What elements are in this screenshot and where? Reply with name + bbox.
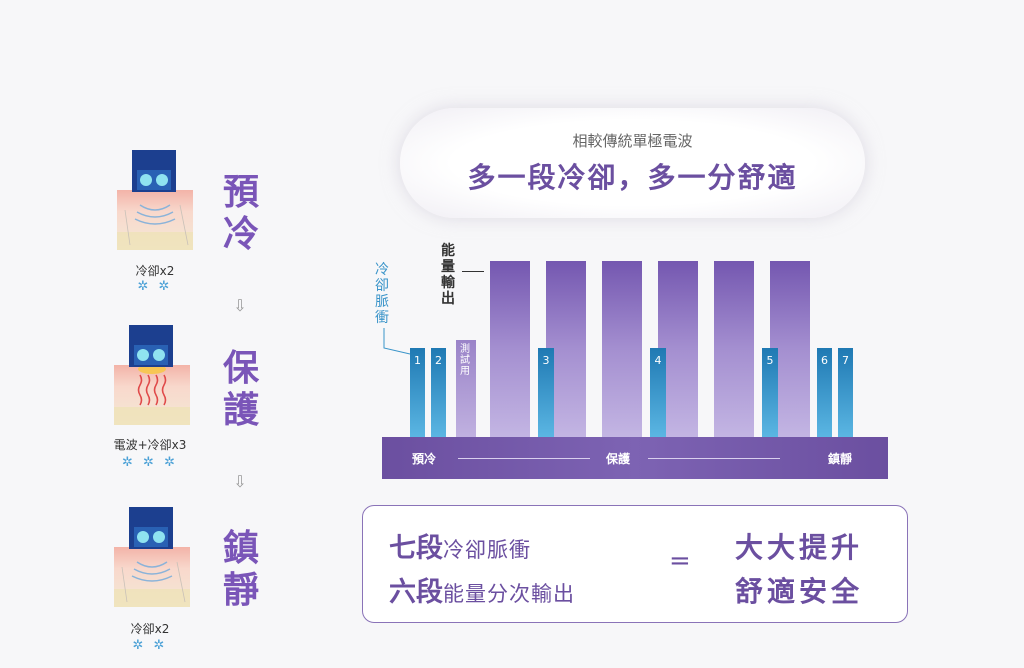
cooling-bar-1 — [410, 348, 425, 437]
step-title-soothe: 鎮靜 — [222, 528, 259, 611]
protect-handpiece-icon — [114, 325, 190, 425]
energy-output-label: 能量輸出 — [441, 243, 455, 307]
summary-result-1: 大大提升 — [735, 531, 864, 564]
step-caption-precool: 冷卻x2 — [135, 264, 175, 278]
down-arrow-icon: ⇩ — [233, 296, 247, 315]
bar-area: 1 2 3 4 5 6 7 — [410, 261, 853, 437]
cooling-number-3: 3 — [543, 354, 550, 367]
precool-handpiece-icon — [117, 150, 193, 250]
phase-divider — [648, 458, 780, 459]
down-arrow-icon: ⇩ — [233, 472, 247, 491]
phase-label-protect: 保護 — [606, 452, 631, 466]
cooling-number-6: 6 — [821, 354, 828, 367]
cooling-pulse-leader — [383, 328, 411, 355]
energy-bar-3 — [602, 261, 642, 437]
cooling-bar-6 — [817, 348, 832, 437]
energy-bar-1 — [490, 261, 530, 437]
summary-energy-count: 六段 — [389, 577, 443, 608]
summary-energy-text: 能量分次輸出 — [443, 582, 575, 606]
cooling-bar-4 — [650, 348, 666, 437]
summary-box: 七段冷卻脈衝 六段能量分次輸出 = 大大提升 舒適安全 — [362, 505, 908, 623]
step-caption-protect: 電波+冷卻x3 — [113, 438, 187, 452]
summary-row-energy: 六段能量分次輸出 — [389, 570, 575, 609]
phase-label-soothe: 鎮靜 — [828, 452, 853, 466]
phase-bar: 預冷 保護 鎮靜 — [382, 437, 888, 479]
phase-label-precool: 預冷 — [412, 452, 437, 466]
cooling-number-2: 2 — [435, 354, 442, 367]
snowflake-icon: ✲ ✲ ✲ — [122, 455, 178, 470]
cooling-number-4: 4 — [655, 354, 662, 367]
step-caption-soothe: 冷卻x2 — [130, 622, 170, 636]
step-title-precool: 預冷 — [222, 172, 259, 255]
cooling-bar-5 — [762, 348, 778, 437]
energy-bar-5 — [714, 261, 754, 437]
step-title-protect: 保護 — [222, 348, 259, 431]
cooling-number-7: 7 — [842, 354, 849, 367]
header-subtitle: 相較傳統單極電波 — [572, 132, 693, 150]
cooling-number-1: 1 — [414, 354, 421, 367]
cooling-number-5: 5 — [767, 354, 774, 367]
header-title: 多一段冷卻，多一分舒適 — [467, 161, 798, 194]
summary-cooling-count: 七段 — [389, 533, 443, 564]
summary-result-2: 舒適安全 — [735, 575, 864, 608]
equals-sign: = — [669, 546, 691, 576]
phase-divider — [458, 458, 590, 459]
test-bar-label: 測試用 — [460, 344, 470, 377]
cooling-pulse-label: 冷卻脈衝 — [375, 262, 389, 326]
snowflake-icon: ✲ ✲ — [132, 638, 168, 653]
snowflake-icon: ✲ ✲ — [137, 279, 173, 294]
soothe-handpiece-icon — [114, 507, 190, 607]
cooling-bar-2 — [431, 348, 446, 437]
header-banner: 相較傳統單極電波 多一段冷卻，多一分舒適 — [400, 108, 865, 218]
summary-row-cooling: 七段冷卻脈衝 — [389, 526, 531, 565]
energy-output-leader — [462, 271, 484, 272]
cooling-bar-7 — [838, 348, 853, 437]
summary-cooling-text: 冷卻脈衝 — [443, 538, 531, 562]
test-bar — [456, 340, 476, 437]
cooling-bar-3 — [538, 348, 554, 437]
